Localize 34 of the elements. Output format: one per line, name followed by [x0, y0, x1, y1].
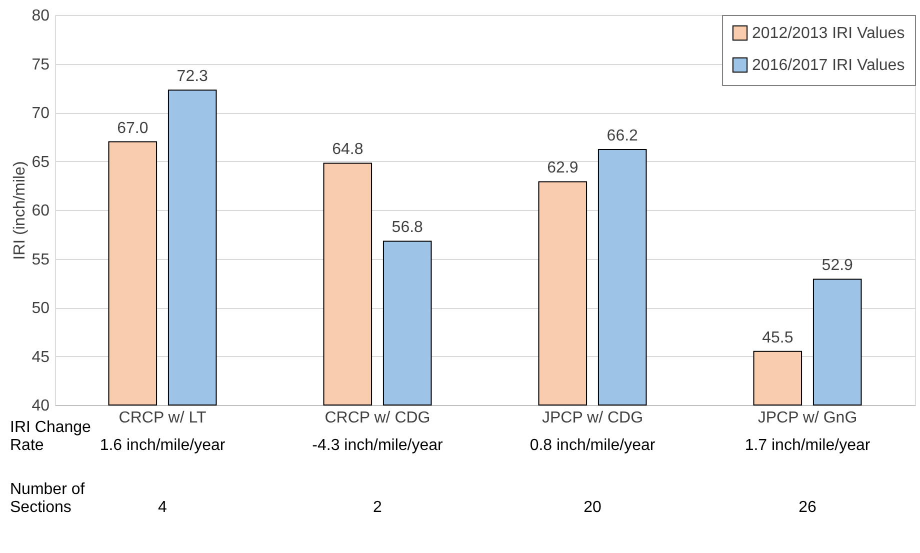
y-tick-label: 55	[32, 251, 50, 268]
text: IRI Change Rate	[10, 419, 92, 454]
text: 26	[798, 499, 816, 516]
y-tick-label: 40	[32, 398, 50, 414]
data-label: 56.8	[392, 219, 424, 236]
text: 1.6 inch/mile/year	[100, 437, 226, 454]
y-tick-label: 80	[32, 8, 50, 24]
x-tick-label: JPCP w/ GnG	[758, 410, 858, 426]
data-label: 72.3	[176, 68, 208, 86]
x-tick-label: JPCP w/ CDG	[542, 410, 644, 426]
data-label: 52.9	[822, 257, 854, 274]
y-tick-label: 70	[32, 105, 50, 122]
text: 2	[373, 499, 382, 516]
data-label: 66.2	[606, 128, 638, 145]
y-tick-label: 65	[32, 154, 50, 171]
text: 4	[158, 499, 168, 516]
text: -4.3 inch/mile/year	[312, 437, 444, 454]
text: 1.7 inch/mile/year	[744, 437, 871, 454]
legend-label: 2012/2013 IRI Values	[752, 25, 905, 42]
text: 0.8 inch/mile/year	[530, 437, 656, 454]
text: 20	[584, 499, 602, 516]
y-tick-label: 75	[32, 56, 50, 74]
y-axis-title: IRI (inch/mile)	[12, 161, 29, 260]
data-label: 45.5	[762, 329, 794, 346]
data-label: 67.0	[117, 120, 148, 137]
text: Number of Sections	[10, 481, 86, 516]
data-label: 64.8	[332, 141, 364, 158]
x-tick-label: CRCP w/ LT	[118, 410, 206, 426]
y-tick-label: 50	[32, 300, 50, 317]
legend-label: 2016/2017 IRI Values	[752, 57, 905, 74]
y-tick-label: 45	[32, 348, 50, 366]
x-tick-label: CRCP w/ CDG	[324, 410, 430, 426]
y-tick-label: 60	[32, 202, 50, 220]
data-label: 62.9	[547, 160, 578, 177]
